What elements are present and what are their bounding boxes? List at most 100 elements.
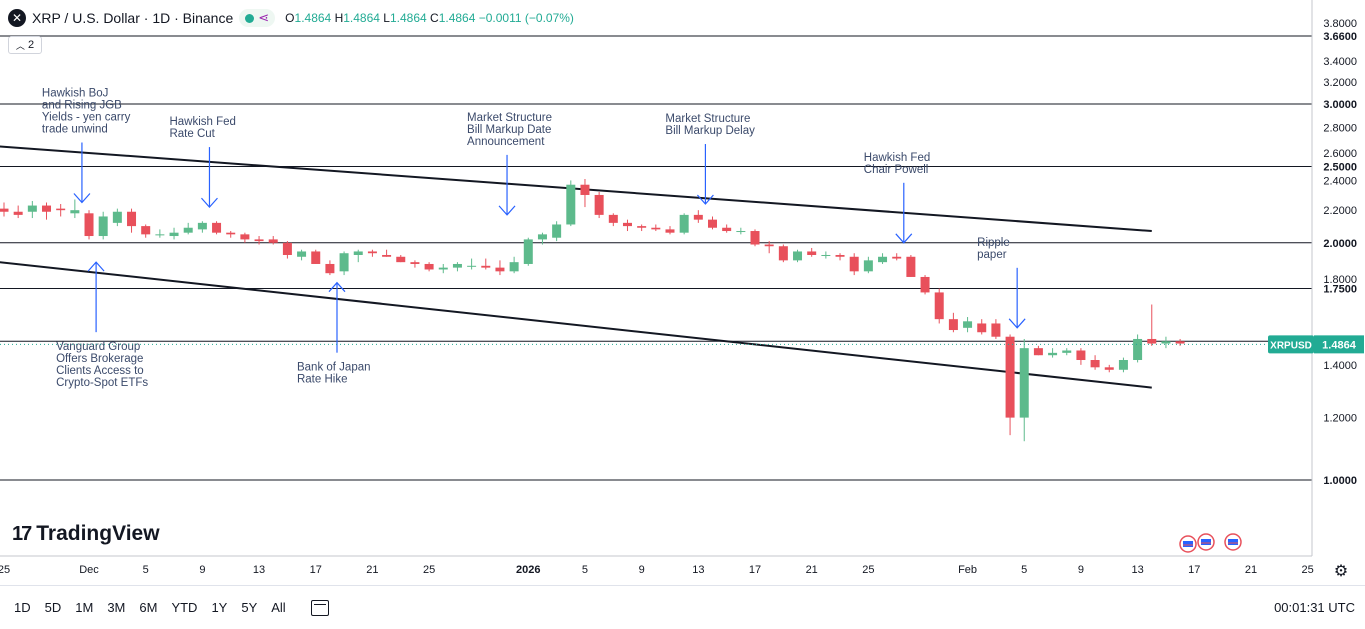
candle-body <box>70 210 80 214</box>
candle <box>226 231 236 238</box>
candle <box>254 236 264 245</box>
timeframe-6m[interactable]: 6M <box>139 600 158 615</box>
candle <box>297 249 307 261</box>
annotation-text: Bank of Japan <box>297 362 371 374</box>
candle <box>0 202 9 217</box>
candle-body <box>934 292 944 320</box>
candle-body <box>807 251 817 255</box>
change-value: −0.0011 (−0.07%) <box>478 11 574 25</box>
timeframe-ytd[interactable]: YTD <box>171 600 198 615</box>
time-tick-label: 5 <box>582 564 588 576</box>
trendline <box>0 261 1152 389</box>
open-value: 1.4864 <box>294 11 332 25</box>
candle <box>452 262 462 272</box>
candle-body <box>552 224 562 238</box>
annotation-arrowhead <box>328 281 346 293</box>
timeframe-1d[interactable]: 1D <box>14 600 31 615</box>
last-price-tag-bg <box>1314 335 1364 354</box>
symbol-title[interactable]: XRP / U.S. Dollar · 1D · Binance <box>32 10 234 26</box>
candle-body <box>141 226 151 235</box>
candle-body <box>1161 341 1171 344</box>
candle <box>84 210 94 240</box>
candle-body <box>112 211 122 223</box>
share-icon: ⋖ <box>258 10 270 25</box>
candle-body <box>325 263 335 274</box>
calendar-icon[interactable] <box>310 599 329 616</box>
level-price-label: 2.0000 <box>1323 238 1357 250</box>
candle <box>42 202 52 220</box>
candle <box>424 262 434 272</box>
candle <box>537 232 547 245</box>
candle <box>523 237 533 266</box>
timeframe-1y[interactable]: 1Y <box>211 600 228 615</box>
time-tick-label: 21 <box>1245 564 1257 576</box>
timeframe-5y[interactable]: 5Y <box>241 600 258 615</box>
candle-body <box>98 216 108 237</box>
annotation-text: Rate Hike <box>297 374 348 386</box>
timeframe-5d[interactable]: 5D <box>44 600 62 615</box>
annotation-arrowhead <box>87 261 105 272</box>
candle <box>750 229 760 247</box>
candle-body <box>821 254 831 256</box>
candle-body <box>764 244 774 247</box>
annotation-text: Market Structure <box>467 112 552 124</box>
annotation-arrowhead <box>201 197 218 208</box>
candle <box>693 210 703 223</box>
candle-body <box>13 211 23 215</box>
annotation-arrowhead <box>696 194 714 205</box>
time-tick-label: 25 <box>862 564 874 576</box>
utc-clock[interactable]: 00:01:31 UTC <box>1274 600 1355 615</box>
candle-body <box>1062 350 1072 353</box>
level-price-label: 3.6600 <box>1323 31 1357 43</box>
candle <box>1005 334 1015 436</box>
chart-header: ✕ XRP / U.S. Dollar · 1D · Binance ⋖ O1.… <box>0 0 574 36</box>
candle <box>495 260 505 276</box>
annotation-text: Yields - yen carry <box>42 111 131 123</box>
candle-body <box>778 246 788 261</box>
candle-body <box>736 231 746 233</box>
tradingview-logo[interactable]: 17 TradingView <box>12 522 160 546</box>
candle <box>212 221 222 235</box>
timeframe-1m[interactable]: 1M <box>75 600 94 615</box>
candle <box>594 192 604 219</box>
symbol-tag-label: XRPUSD <box>1270 340 1312 351</box>
candle-body <box>622 222 632 227</box>
candle <box>1161 336 1171 349</box>
candle <box>396 254 406 263</box>
candle <box>892 253 902 261</box>
timeframe-3m[interactable]: 3M <box>107 600 126 615</box>
candle <box>736 227 746 235</box>
candle-body <box>240 234 250 240</box>
settings-gear-icon[interactable]: ⚙ <box>1333 563 1349 580</box>
timeframe-all[interactable]: All <box>271 600 286 615</box>
candle-body <box>509 262 519 272</box>
market-status-pill[interactable]: ⋖ <box>239 9 276 27</box>
annotation-text: Bill Markup Date <box>467 124 551 136</box>
symbol-logo-icon[interactable]: ✕ <box>8 9 26 27</box>
candle <box>722 224 732 233</box>
economic-event-icon <box>1224 533 1242 551</box>
annotation-arrowhead <box>1008 318 1026 329</box>
candle-body <box>750 231 760 245</box>
price-tick-label: 3.8000 <box>1323 18 1357 30</box>
indicators-toggle-button[interactable]: ︿ 2 <box>8 36 42 54</box>
candle-body <box>651 227 661 230</box>
candle-body <box>183 227 193 233</box>
candle-body <box>693 214 703 220</box>
candle-body <box>396 256 406 263</box>
candle-body <box>410 262 420 264</box>
price-tick-label: 2.2000 <box>1323 205 1357 217</box>
candle-body <box>452 263 462 268</box>
candle <box>878 253 888 264</box>
candle <box>353 249 363 263</box>
candle <box>481 258 491 270</box>
price-tick-label: 1.4000 <box>1323 360 1357 372</box>
annotation-text: Chair Powell <box>864 164 929 176</box>
candle-body <box>892 256 902 259</box>
